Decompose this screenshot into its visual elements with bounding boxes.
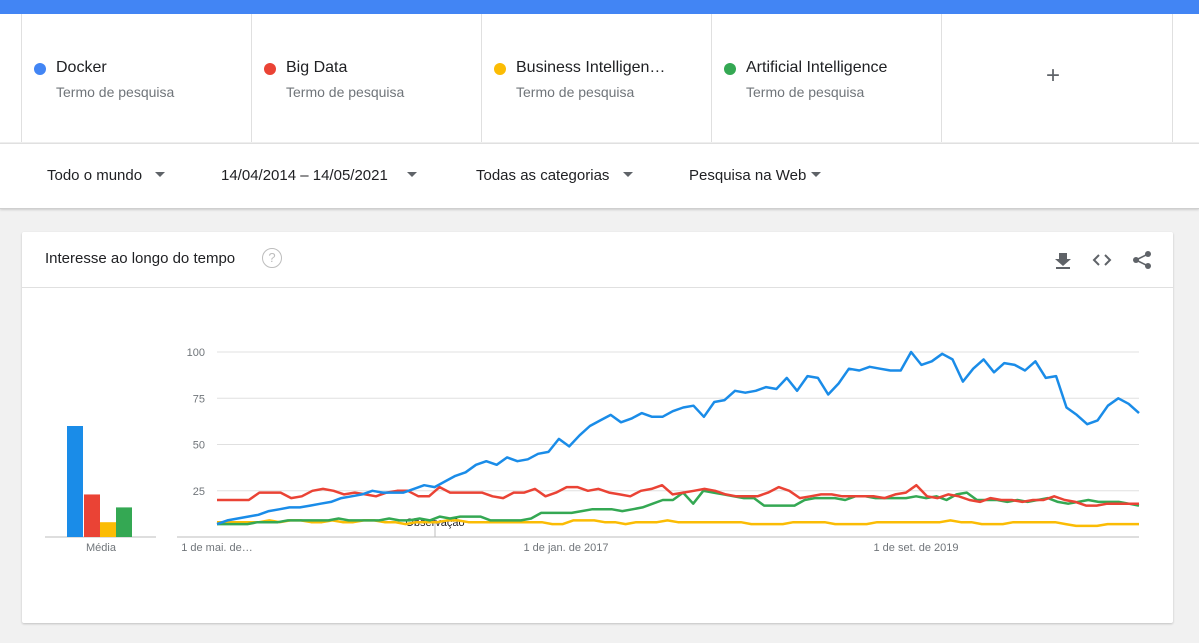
term-color-dot [264,63,276,75]
embed-icon[interactable] [1091,249,1113,271]
chevron-down-icon [155,172,165,177]
term-name: Big Data [286,59,348,76]
term-name: Docker [56,59,107,76]
term-business-intelligence[interactable]: Business Intelligen… Termo de pesquisa [481,14,711,142]
term-artificial-intelligence[interactable]: Artificial Intelligence Termo de pesquis… [711,14,941,142]
term-color-dot [34,63,46,75]
search-type-label: Pesquisa na Web [689,167,807,184]
series-line-docker [216,350,1140,526]
term-subtitle: Termo de pesquisa [746,84,865,100]
average-bar [116,507,132,537]
region-label: Todo o mundo [47,167,143,184]
series-line-big-data [217,483,1139,507]
download-icon[interactable] [1052,249,1074,271]
term-big-data[interactable]: Big Data Termo de pesquisa [251,14,481,142]
y-tick-label: 25 [193,486,205,498]
top-accent-bar [0,0,1199,14]
question-icon[interactable]: ? [262,248,282,268]
average-bar [67,426,83,537]
term-color-dot [494,63,506,75]
x-tick-label: 1 de mai. de… [181,542,253,554]
category-label: Todas as categorias [476,167,610,184]
plus-icon: + [1046,62,1061,89]
interest-over-time-card: Interesse ao longo do tempo ? 100 75 50 25 1… [22,232,1173,623]
term-subtitle: Termo de pesquisa [286,84,405,100]
y-tick-label: 100 [187,347,205,359]
term-name: Artificial Intelligence [746,59,888,76]
term-subtitle: Termo de pesquisa [516,84,635,100]
y-tick-label: 50 [193,440,205,452]
average-bar [84,494,100,537]
term-name: Business Intelligen… [516,59,666,76]
x-tick-label: 1 de set. de 2019 [873,542,958,554]
average-label: Média [86,542,117,554]
date-range-label: 14/04/2014 – 14/05/2021 [221,167,388,184]
filters-bar: Todo o mundo 14/04/2014 – 14/05/2021 Tod… [0,143,1199,209]
term-color-dot [724,63,736,75]
card-header: Interesse ao longo do tempo ? [22,232,1173,288]
search-terms-bar: Docker Termo de pesquisa Big Data Termo … [0,14,1199,142]
trend-chart[interactable]: 100 75 50 25 1 de mai. de… 1 de jan. de 2017 1… [22,232,1173,623]
chevron-down-icon [623,172,633,177]
y-tick-label: 75 [193,393,205,405]
add-term-button[interactable]: + [941,14,1173,142]
chevron-down-icon [811,172,821,177]
average-bar [100,522,116,537]
card-title: Interesse ao longo do tempo [45,250,236,267]
share-icon[interactable] [1131,249,1153,271]
term-subtitle: Termo de pesquisa [56,84,175,100]
x-tick-label: 1 de jan. de 2017 [523,542,608,554]
chevron-down-icon [407,172,417,177]
term-docker[interactable]: Docker Termo de pesquisa [21,14,251,142]
